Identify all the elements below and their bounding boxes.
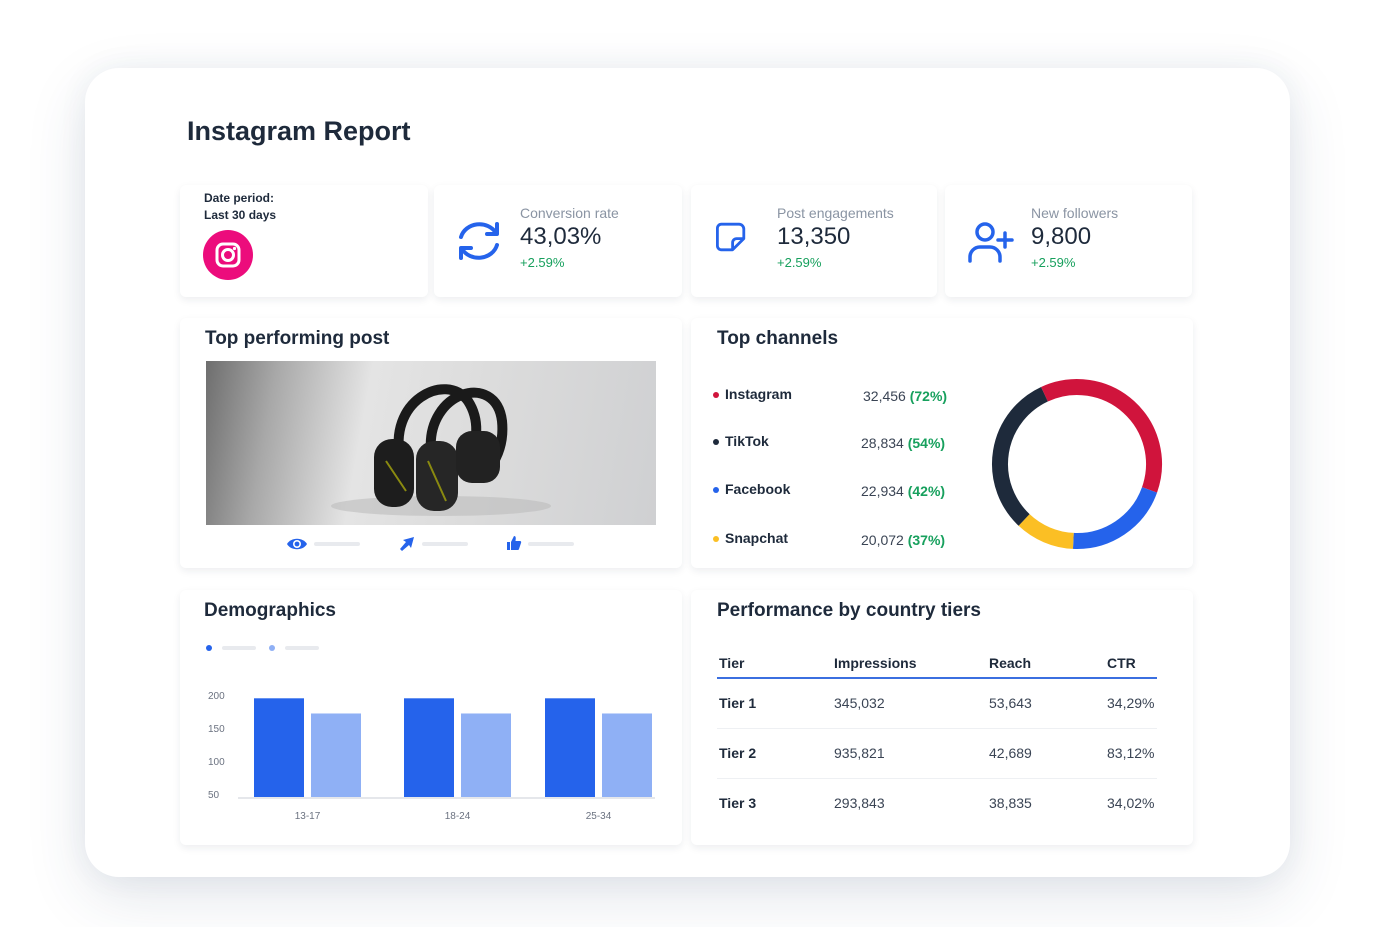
channel-name: TikTok — [725, 433, 769, 449]
kpi-value: 43,03% — [520, 223, 602, 250]
channel-percent: (54%) — [907, 435, 946, 451]
legend-marker-series-1 — [206, 645, 212, 651]
channel-percent: (42%) — [907, 483, 946, 499]
channel-percent: (72%) — [909, 388, 948, 404]
share-arrow-icon — [400, 537, 414, 551]
page-title: Instagram Report — [187, 116, 411, 146]
channel-row: TikTok 28,834 (54%) — [713, 433, 1013, 451]
donut-segment-facebook — [1072, 486, 1158, 549]
kpi-label: Conversion rate — [520, 205, 619, 221]
bar-18-24-series-1 — [404, 698, 454, 797]
column-header: Impressions — [832, 648, 987, 679]
demographics-card: Demographics 200 150 100 50 13-17 18-24 25-34 — [180, 590, 682, 845]
kpi-card-post-engagements: Post engagements 13,350 +2.59% — [691, 185, 937, 297]
kpi-delta: +2.59% — [777, 255, 822, 270]
cell: Tier 3 — [719, 795, 757, 812]
bar-13-17-series-1 — [254, 698, 304, 797]
cell: Tier 2 — [717, 728, 832, 779]
y-tick-label: 200 — [208, 691, 225, 702]
channel-name: Snapchat — [725, 530, 789, 546]
date-period-value: Last 30 days — [204, 208, 277, 222]
shares-placeholder-bar — [422, 542, 468, 546]
channel-value: 28,834 — [861, 435, 904, 451]
cell: 345,032 — [832, 678, 987, 729]
top-channels-card: Top channels Instagram 32,456 (72%) TikTok… — [691, 318, 1193, 568]
channel-value: 22,934 — [861, 483, 904, 499]
channel-color-dot — [713, 392, 719, 399]
views-placeholder-bar — [314, 542, 360, 546]
section-title: Top performing post — [205, 328, 390, 349]
cell: 83,12% — [1105, 728, 1157, 779]
instagram-logo-icon — [203, 230, 253, 280]
y-tick-label: 100 — [208, 757, 225, 768]
channel-color-dot — [713, 536, 719, 543]
kpi-card-conversion-rate: Conversion rate 43,03% +2.59% — [434, 185, 682, 297]
cell: 293,843 — [834, 795, 885, 812]
kpi-value: 9,800 — [1031, 223, 1092, 250]
kpi-delta: +2.59% — [1031, 255, 1076, 270]
channel-color-dot — [713, 487, 719, 494]
thumbs-up-icon — [507, 536, 522, 550]
country-tiers-card: Performance by country tiers Tier Impres… — [691, 590, 1193, 845]
channel-name: Facebook — [725, 481, 791, 497]
date-period-card: Date period: Last 30 days — [180, 185, 428, 297]
donut-segment-snapchat — [1018, 513, 1075, 549]
chart-title: Demographics — [204, 600, 336, 621]
column-header: CTR — [1105, 648, 1157, 679]
channel-value: 32,456 — [863, 388, 906, 404]
channels-donut-chart — [992, 379, 1162, 549]
kpi-label: Post engagements — [777, 205, 894, 221]
x-tick-label: 25-34 — [586, 811, 612, 822]
x-tick-label: 18-24 — [445, 811, 471, 822]
section-title: Top channels — [717, 328, 839, 349]
cell: 42,689 — [987, 728, 1105, 779]
donut-segment-instagram — [1041, 379, 1162, 493]
date-period-label: Date period: — [204, 191, 275, 205]
channel-value: 20,072 — [861, 532, 904, 548]
cell: Tier 1 — [717, 678, 832, 729]
legend-label-placeholder — [285, 646, 319, 650]
table-row: Tier 2 935,821 42,689 83,12% — [717, 728, 1157, 779]
donut-segment-tiktok — [992, 386, 1049, 526]
channel-percent: (37%) — [907, 532, 946, 548]
cell: 38,835 — [989, 795, 1032, 812]
demographics-bar-chart: 200 150 100 50 13-17 18-24 25-34 — [208, 691, 655, 822]
bar-18-24-series-2 — [461, 713, 511, 797]
bar-25-34-series-1 — [545, 698, 595, 797]
channel-color-dot — [713, 439, 719, 446]
bar-25-34-series-2 — [602, 713, 652, 797]
column-header: Tier — [717, 648, 832, 679]
y-tick-label: 150 — [208, 724, 225, 735]
table-row: Tier 3 293,843 38,835 34,02% — [717, 778, 1157, 828]
user-plus-icon — [968, 222, 1014, 263]
channel-name: Instagram — [725, 386, 792, 402]
cell: 53,643 — [987, 678, 1105, 729]
channel-row: Facebook 22,934 (42%) — [713, 481, 1013, 499]
column-header: Reach — [987, 648, 1105, 679]
country-tiers-table: Tier Impressions Reach CTR Tier 1 345,032… — [717, 648, 1157, 828]
kpi-delta: +2.59% — [520, 255, 565, 270]
kpi-label: New followers — [1031, 205, 1119, 221]
x-tick-label: 13-17 — [295, 811, 321, 822]
cell: 935,821 — [832, 728, 987, 779]
eye-icon — [287, 538, 307, 550]
channel-row: Snapchat 20,072 (37%) — [713, 530, 1013, 548]
cell: 34,29% — [1105, 678, 1157, 729]
likes-placeholder-bar — [528, 542, 574, 546]
sticky-note-icon — [716, 222, 746, 252]
kpi-value: 13,350 — [777, 223, 851, 250]
legend-marker-series-2 — [269, 645, 275, 651]
chart-legend — [206, 645, 406, 655]
refresh-icon — [459, 222, 499, 260]
y-tick-label: 50 — [208, 790, 220, 801]
kpi-card-new-followers: New followers 9,800 +2.59% — [945, 185, 1192, 297]
table-row: Tier 1 345,032 53,643 34,29% — [717, 678, 1157, 729]
cell: 34,02% — [1107, 795, 1155, 812]
legend-label-placeholder — [222, 646, 256, 650]
channel-row: Instagram 32,456 (72%) — [713, 386, 1013, 404]
section-title: Performance by country tiers — [717, 600, 981, 621]
top-post-card: Top performing post — [180, 318, 682, 568]
post-image[interactable] — [206, 361, 656, 525]
bar-13-17-series-2 — [311, 713, 361, 797]
